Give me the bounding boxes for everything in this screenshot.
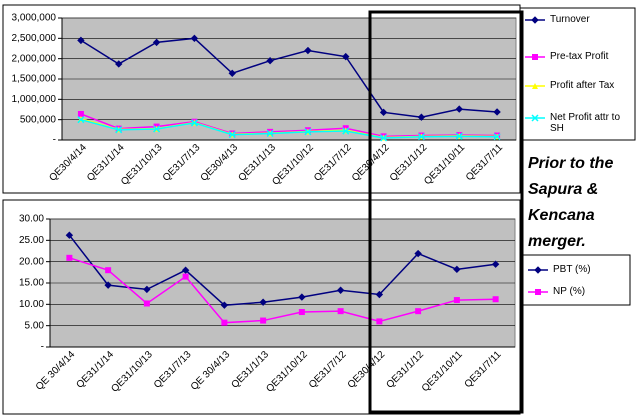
annotation: Sapura & — [528, 181, 599, 198]
marker — [298, 309, 305, 316]
marker — [66, 254, 73, 261]
marker — [221, 319, 228, 326]
marker — [453, 265, 461, 274]
annotation: Kencana — [528, 207, 595, 224]
marker — [455, 105, 463, 113]
marker — [153, 125, 161, 133]
marker — [228, 69, 236, 78]
marker — [298, 293, 306, 301]
marker — [266, 129, 274, 138]
series-line — [80, 37, 498, 118]
marker — [77, 110, 84, 117]
marker — [143, 300, 150, 307]
annotation: merger. — [528, 233, 586, 250]
marker — [190, 34, 199, 43]
y-tick-label: 20.00 — [19, 256, 44, 267]
y-tick-label: 30.00 — [19, 214, 44, 225]
marker — [77, 36, 85, 45]
series-line — [68, 234, 496, 306]
marker — [143, 285, 151, 294]
series-line — [80, 118, 498, 139]
marker — [532, 54, 538, 60]
marker — [534, 266, 542, 274]
marker — [493, 108, 501, 116]
y-tick-label: 1,500,000 — [12, 74, 57, 85]
marker — [260, 317, 267, 324]
marker — [535, 289, 541, 295]
y-tick-label: - — [53, 135, 56, 146]
y-tick-label: - — [41, 342, 44, 353]
y-tick-label: 2,000,000 — [12, 53, 57, 64]
marker — [337, 308, 344, 315]
marker — [104, 281, 112, 289]
marker — [532, 83, 538, 89]
marker — [152, 38, 161, 47]
marker — [259, 298, 267, 306]
marker — [417, 133, 425, 141]
marker — [77, 116, 85, 124]
marker — [115, 60, 123, 68]
marker — [181, 266, 190, 274]
marker — [220, 301, 229, 309]
y-tick-label: 15.00 — [19, 278, 44, 289]
marker — [182, 273, 189, 280]
y-tick-label: 3,000,000 — [12, 13, 57, 24]
legend-label: Turnover — [550, 14, 590, 25]
marker — [65, 231, 74, 239]
marker — [375, 290, 384, 299]
y-tick-label: 5.00 — [25, 320, 45, 331]
marker — [342, 127, 350, 135]
legend-label: NP (%) — [553, 286, 586, 297]
series-line — [69, 257, 496, 324]
y-tick-label: 1,000,000 — [12, 94, 57, 105]
marker — [342, 52, 350, 61]
y-tick-label: 500,000 — [20, 114, 57, 125]
legend-label: Pre-tax Profit — [550, 51, 609, 62]
marker — [115, 126, 123, 134]
marker — [304, 46, 312, 55]
marker — [455, 132, 463, 140]
y-tick-label: 2,500,000 — [12, 33, 57, 44]
marker — [453, 297, 460, 304]
marker — [336, 286, 345, 294]
marker — [531, 16, 539, 24]
marker — [492, 296, 499, 303]
legend-label: Profit after Tax — [550, 80, 615, 91]
annotation: Prior to the — [528, 155, 614, 172]
marker — [105, 267, 112, 274]
marker — [414, 249, 422, 258]
marker — [266, 56, 274, 65]
marker — [417, 113, 426, 121]
legend-box — [522, 254, 631, 306]
marker — [493, 133, 501, 141]
marker — [415, 308, 422, 315]
marker — [376, 318, 383, 325]
highlight-box — [368, 10, 524, 414]
legend-label: Net Profit attr to SH — [550, 112, 621, 134]
legend-label: PBT (%) — [553, 264, 591, 275]
series-line — [80, 113, 498, 138]
marker — [379, 108, 388, 117]
marker — [491, 260, 500, 268]
marker — [228, 131, 236, 139]
y-tick-label: 25.00 — [19, 235, 44, 246]
marker — [380, 134, 388, 142]
y-tick-label: 10.00 — [19, 299, 44, 310]
marker — [190, 119, 198, 127]
marker — [304, 128, 312, 136]
marker — [531, 114, 539, 122]
